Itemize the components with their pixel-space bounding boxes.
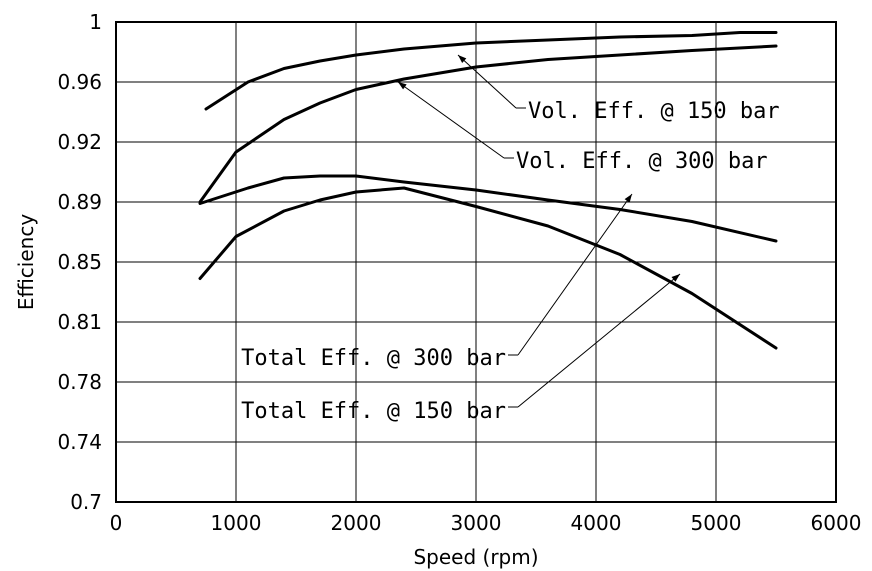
y-tick-label: 0.74 <box>57 430 102 454</box>
y-tick-label: 0.7 <box>70 490 102 514</box>
y-tick-label: 0.85 <box>57 250 102 274</box>
x-tick-label: 4000 <box>571 511 622 535</box>
series-line <box>198 186 778 350</box>
annotation-label: Vol. Eff. @ 300 bar <box>516 149 768 174</box>
y-tick-label: 0.92 <box>57 130 102 154</box>
x-tick-label: 5000 <box>691 511 742 535</box>
y-tick-label: 0.78 <box>57 370 102 394</box>
series-line <box>198 174 778 243</box>
annotation-label: Vol. Eff. @ 150 bar <box>528 99 780 124</box>
x-tick-label: 1000 <box>211 511 262 535</box>
y-tick-label: 1 <box>89 10 102 34</box>
series-lines <box>198 31 778 350</box>
annotation-leader <box>517 273 681 408</box>
x-axis-title: Speed (rpm) <box>413 545 538 569</box>
annotation-label: Total Eff. @ 150 bar <box>241 399 506 424</box>
annotation-arrowhead <box>398 82 407 90</box>
y-axis-title: Efficiency <box>14 214 38 311</box>
y-tick-labels: 0.7 0.74 0.78 0.81 0.85 0.89 0.92 0.96 1 <box>57 10 102 514</box>
annotations: Vol. Eff. @ 150 bar Vol. Eff. @ 300 bar To… <box>241 54 780 424</box>
plot-frame <box>115 21 837 503</box>
annotation-label: Total Eff. @ 300 bar <box>241 346 506 371</box>
x-tick-label: 0 <box>110 511 123 535</box>
annotation-arrowhead <box>671 274 680 282</box>
annotation-arrowhead <box>458 55 467 63</box>
x-tick-labels: 0 1000 2000 3000 4000 5000 6000 <box>110 511 862 535</box>
series-line <box>198 44 778 204</box>
y-tick-label: 0.89 <box>57 190 102 214</box>
annotation-leader <box>517 193 633 356</box>
annotation-leader <box>397 81 505 159</box>
series-line <box>204 31 778 111</box>
y-tick-label: 0.96 <box>57 70 102 94</box>
annotation-arrowhead <box>624 194 632 203</box>
x-tick-label: 6000 <box>811 511 862 535</box>
y-tick-label: 0.81 <box>57 310 102 334</box>
grid-lines <box>116 22 836 502</box>
x-tick-label: 2000 <box>331 511 382 535</box>
annotation-leader <box>457 54 517 109</box>
x-tick-label: 3000 <box>451 511 502 535</box>
